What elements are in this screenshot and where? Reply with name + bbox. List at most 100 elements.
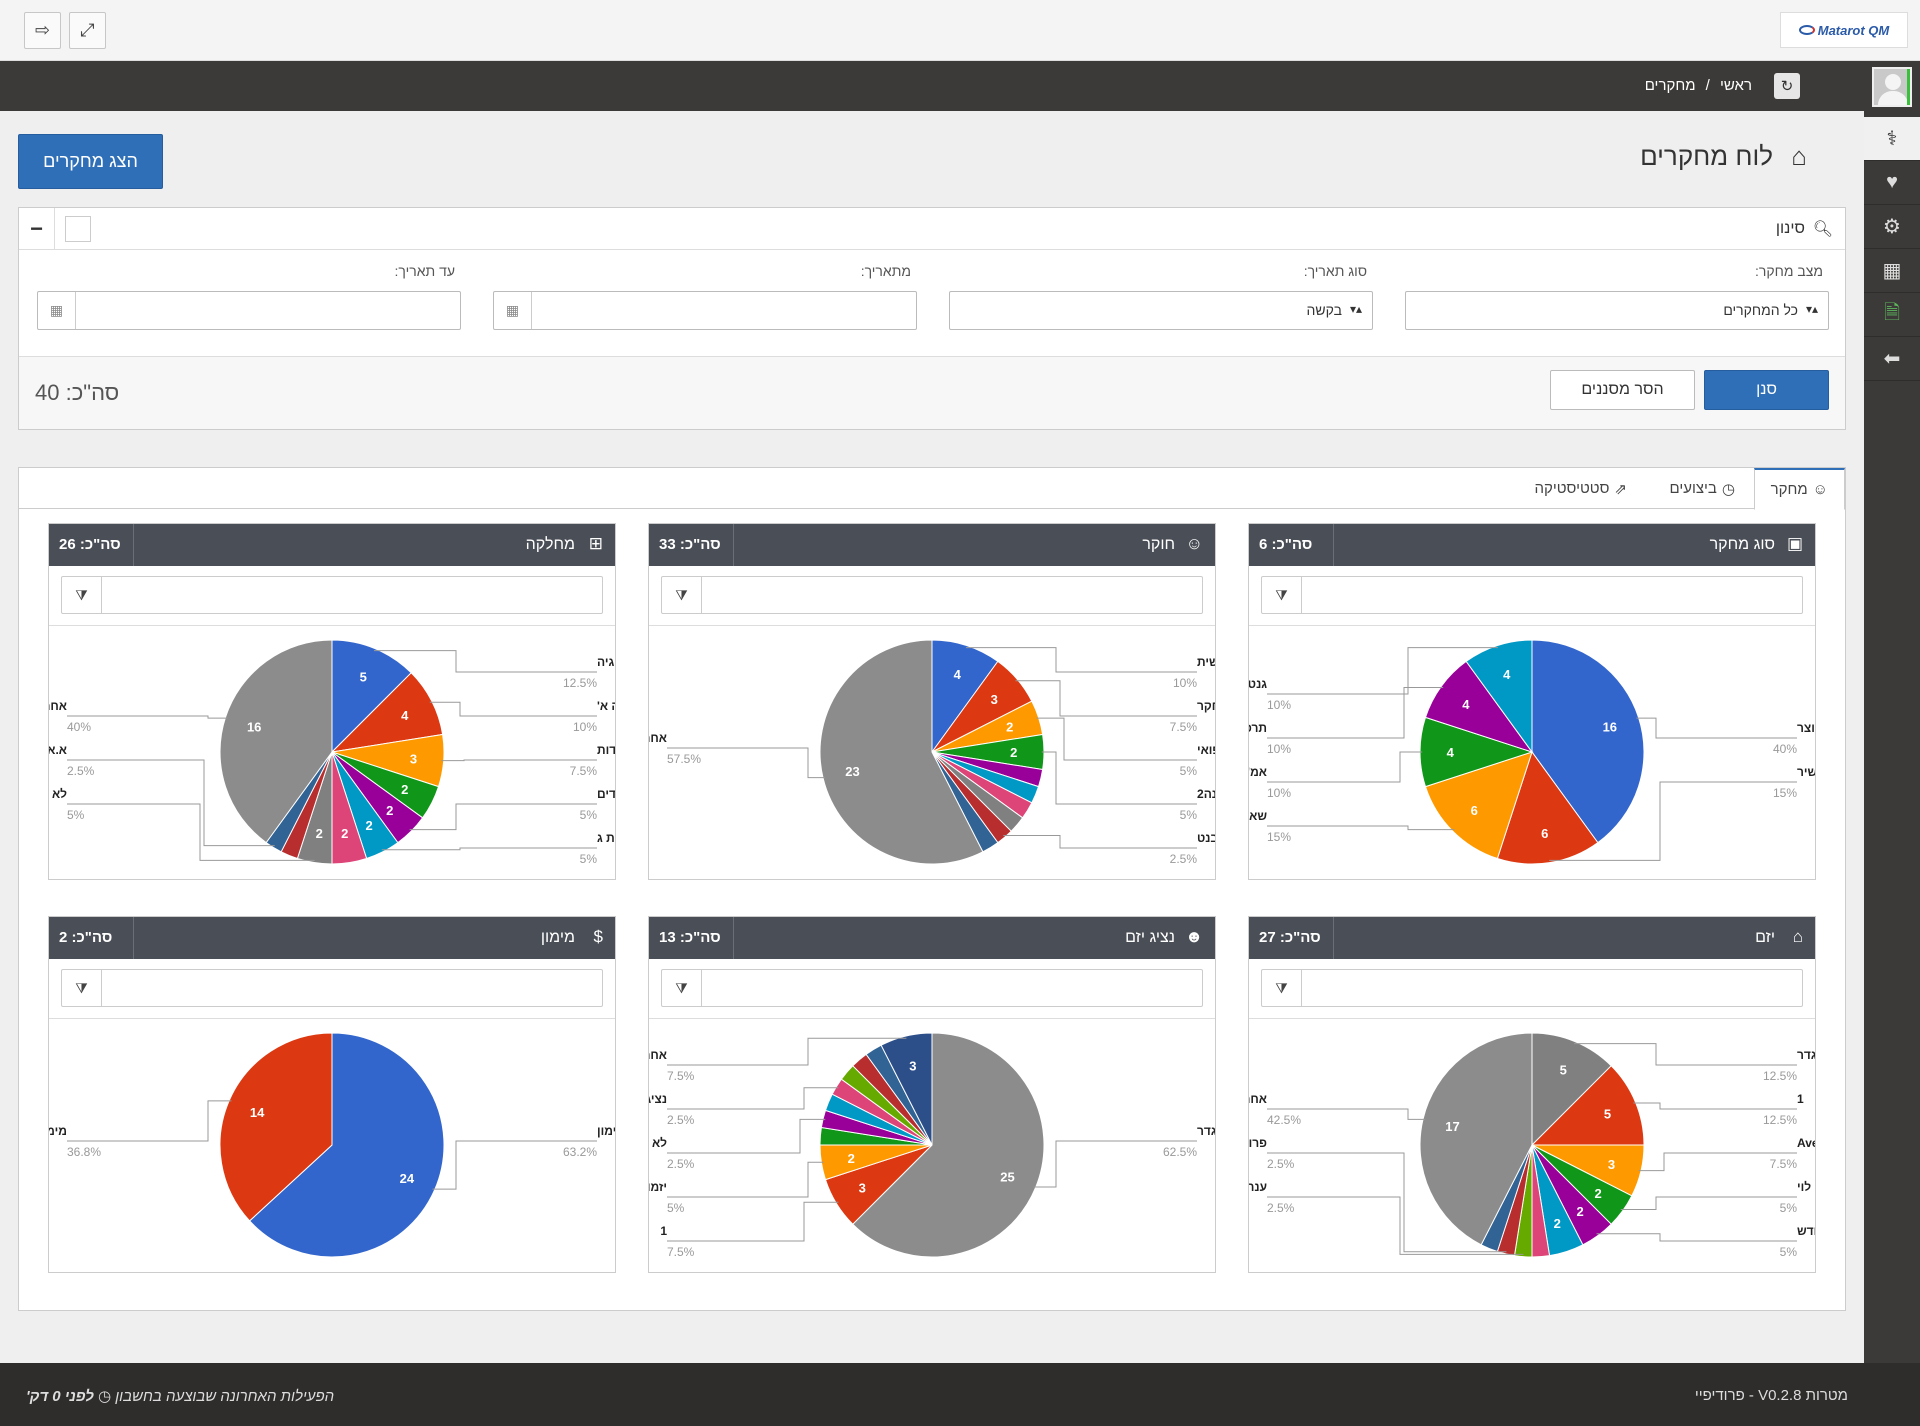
leader-line [432, 1140, 597, 1190]
chart-filter-input[interactable]: ⧩ [61, 969, 603, 1007]
back-arrow-icon[interactable]: ⬅ [1864, 337, 1920, 381]
funnel-icon[interactable]: ⧩ [662, 970, 702, 1006]
slice-value-label: 2 [341, 826, 348, 841]
legend-percent: 5% [580, 852, 598, 866]
legend-label: מימון חיצוני [49, 1124, 67, 1138]
breadcrumb-current: מחקרים [1644, 77, 1696, 94]
slice-value-label: 2 [1554, 1216, 1561, 1231]
legend-label: ללא מימון [597, 1124, 615, 1138]
funnel-icon[interactable]: ⧩ [62, 970, 102, 1006]
tab-statistics[interactable]: ⇗ סטטיסטיקה [1519, 468, 1643, 509]
leader-line [667, 747, 826, 779]
legend-label: Averion intl Israel Ltd [1797, 1136, 1815, 1150]
date-type-select[interactable]: בקשה ▴▾ [949, 291, 1373, 330]
legend-label: תכשיר [1797, 765, 1815, 779]
leader-line [667, 1087, 839, 1110]
leader-line [441, 759, 597, 762]
leader-line [965, 647, 1197, 673]
breadcrumb-bar: ↻ ראשי / מחקרים [0, 61, 1864, 111]
calendar-icon[interactable]: ▦ [38, 292, 76, 329]
logout-icon[interactable]: ⇨ [24, 12, 61, 49]
to-date-label: עד תאריך: [394, 263, 455, 279]
slice-value-label: 4 [1462, 697, 1470, 712]
legend-percent: 12.5% [563, 676, 597, 690]
status-select[interactable]: כל המחקרים ▴▾ [1405, 291, 1829, 330]
chart-filter-input[interactable]: ⧩ [1261, 576, 1803, 614]
divider [133, 917, 134, 959]
heart-pulse-icon[interactable]: ♥ [1864, 161, 1920, 205]
chart-header: $ מימון סה"כ: 2 [49, 917, 615, 959]
legend-label: פרופ קלמן כץ [1249, 1136, 1267, 1150]
pie-slice[interactable] [1531, 1032, 1612, 1147]
legend-label: אחר [649, 1048, 667, 1062]
legend-percent: 5% [1180, 764, 1198, 778]
slice-value-label: 4 [1503, 667, 1511, 682]
chart-filter-input[interactable]: ⧩ [61, 576, 603, 614]
leader-line [1015, 680, 1197, 717]
refresh-icon[interactable]: ↻ [1774, 73, 1800, 99]
avatar[interactable] [1872, 67, 1912, 107]
filter-button[interactable]: סנן [1704, 370, 1829, 410]
tab-study[interactable]: ☺ מחקר [1753, 468, 1845, 510]
pdf-icon[interactable]: 🗎 [1864, 293, 1920, 337]
legend-percent: 15% [1267, 830, 1291, 844]
divider [733, 524, 734, 566]
legend-percent: 2.5% [1170, 852, 1198, 866]
page-title: לוח מחקרים [1640, 141, 1773, 171]
pie-slice[interactable] [1419, 1032, 1533, 1246]
pie-slice[interactable] [1424, 751, 1533, 860]
pie-chart: 5432222216אונקולוגיה12.5%מחלקה א'10%נשים… [49, 639, 615, 866]
legend-label: לא מוגדר [1797, 1048, 1815, 1062]
funnel-icon[interactable]: ⧩ [662, 577, 702, 613]
pie-slice[interactable] [331, 639, 412, 754]
pie-chart: 24 14 ללא מימון63.2% מימון חיצוני36.8% [49, 1032, 615, 1258]
pie-slice[interactable] [1530, 1065, 1645, 1146]
checkbox[interactable] [65, 216, 91, 242]
leader-line [1574, 1043, 1797, 1066]
pie-slice[interactable] [248, 1032, 445, 1258]
chart-header: ☻ נציג יזם סה"כ: 13 [649, 917, 1215, 959]
activity-time: לפני 0 דק' [26, 1388, 94, 1405]
slice-value-label: 2 [1576, 1204, 1583, 1219]
calendar-icon[interactable]: ▦ [494, 292, 532, 329]
show-studies-button[interactable]: הצג מחקרים [18, 134, 163, 189]
funnel-icon[interactable]: ⧩ [1262, 970, 1302, 1006]
collapse-icon[interactable]: − [19, 208, 55, 250]
pie-slice[interactable] [1496, 750, 1599, 865]
pie-chart: 55322217לא מוגדר12.5%112.5%Averion intl … [1249, 1032, 1815, 1259]
gear-icon[interactable]: ⚙ [1864, 205, 1920, 249]
pie-slice[interactable] [219, 639, 333, 844]
legend-percent: 15% [1773, 786, 1797, 800]
pie-slice[interactable] [1531, 639, 1645, 844]
chart-filter-input[interactable]: ⧩ [661, 576, 1203, 614]
from-date-input[interactable]: ▦ [493, 291, 917, 330]
funnel-icon[interactable]: ⧩ [62, 577, 102, 613]
leader-line [67, 759, 275, 847]
tab-performance[interactable]: ◷ ביצועים [1653, 468, 1751, 509]
to-date-input[interactable]: ▦ [37, 291, 461, 330]
breadcrumb-home[interactable]: ראשי [1720, 77, 1752, 94]
legend-label: ענת נוימן [1249, 1180, 1267, 1194]
clear-filters-button[interactable]: הסר מסננים [1550, 370, 1695, 410]
fullscreen-icon[interactable]: ⤢ [69, 12, 106, 49]
chart-filter-input[interactable]: ⧩ [1261, 969, 1803, 1007]
chart-filter-input[interactable]: ⧩ [661, 969, 1203, 1007]
search-icon: 🔍︎ [1812, 221, 1833, 238]
pie-slice[interactable] [1465, 639, 1533, 754]
logo[interactable]: Matarot QM [1780, 12, 1908, 48]
pie-slice[interactable] [219, 1032, 333, 1222]
chart-header: ☺ חוקר סה"כ: 33 [649, 524, 1215, 566]
line-chart-icon: ⇗ [1614, 480, 1627, 498]
pie-slice[interactable] [819, 639, 984, 865]
pie-slice[interactable] [880, 1032, 933, 1146]
legend-label: אמ"ר [1249, 765, 1267, 779]
funnel-icon[interactable]: ⧩ [1262, 577, 1302, 613]
pie-slice[interactable] [852, 1032, 1045, 1258]
pie-chart: 1666444ללא מוצר40%תכשיר15%גנטי10%תרפיות1… [1249, 639, 1815, 865]
table-icon[interactable]: ▦ [1864, 249, 1920, 293]
stethoscope-icon[interactable]: ⚕ [1864, 117, 1920, 161]
leader-line [1003, 835, 1197, 849]
legend-label: גנטי [1249, 677, 1267, 691]
leader-line [381, 847, 597, 851]
